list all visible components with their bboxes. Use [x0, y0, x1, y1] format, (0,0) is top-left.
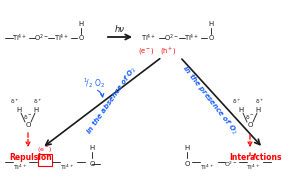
Text: Ti$^{4+}$: Ti$^{4+}$ [246, 162, 260, 172]
Text: Ti$^{4+}$: Ti$^{4+}$ [12, 32, 28, 44]
Text: Ti$^{4+}$: Ti$^{4+}$ [13, 162, 27, 172]
Text: H: H [89, 145, 95, 151]
Text: H: H [33, 107, 38, 113]
Text: Ti$^{4+}$: Ti$^{4+}$ [184, 32, 200, 44]
Bar [38, 154, 52, 166]
Text: O$^{2-}$: O$^{2-}$ [34, 32, 48, 44]
Text: δ$^-$: δ$^-$ [23, 113, 33, 121]
Text: Ti$^{4+}$: Ti$^{4+}$ [54, 32, 70, 44]
Text: H: H [238, 107, 244, 113]
Text: In the presence of O$_2$: In the presence of O$_2$ [179, 63, 241, 137]
Text: $^1\!/_2$ O$_2$: $^1\!/_2$ O$_2$ [83, 76, 105, 90]
Text: H: H [208, 21, 214, 27]
Text: O$^{2-}$: O$^{2-}$ [224, 159, 238, 169]
Text: Ti$^{4+}$: Ti$^{4+}$ [200, 162, 214, 172]
Text: O: O [89, 161, 95, 167]
Text: (e$^-$): (e$^-$) [138, 46, 154, 56]
Text: Ti$^{4+}$: Ti$^{4+}$ [60, 162, 74, 172]
Text: Repulsion: Repulsion [10, 153, 52, 163]
Text: H: H [184, 145, 190, 151]
Text: δ$^+$: δ$^+$ [232, 98, 242, 106]
Text: δ$^+$: δ$^+$ [255, 98, 265, 106]
Text: (h$^+$): (h$^+$) [160, 45, 176, 57]
Text: (e$^-$): (e$^-$) [37, 146, 53, 154]
Text: δ$^-$: δ$^-$ [245, 113, 255, 121]
Text: O: O [208, 35, 214, 41]
Text: O: O [25, 122, 31, 128]
Text: H: H [78, 21, 84, 27]
Text: H: H [16, 107, 22, 113]
Text: Interactions: Interactions [229, 153, 281, 163]
Text: H: H [255, 107, 261, 113]
Text: δ$^+$: δ$^+$ [33, 98, 43, 106]
Text: Ti$^{4+}$: Ti$^{4+}$ [142, 32, 157, 44]
Text: O: O [78, 35, 84, 41]
Text: O: O [247, 122, 253, 128]
Text: O$^{2-}$: O$^{2-}$ [164, 32, 178, 44]
Text: δ$^+$: δ$^+$ [10, 98, 20, 106]
Text: O: O [184, 161, 190, 167]
Text: In the absence of O$_2$: In the absence of O$_2$ [84, 64, 140, 137]
Text: hν: hν [115, 26, 125, 35]
